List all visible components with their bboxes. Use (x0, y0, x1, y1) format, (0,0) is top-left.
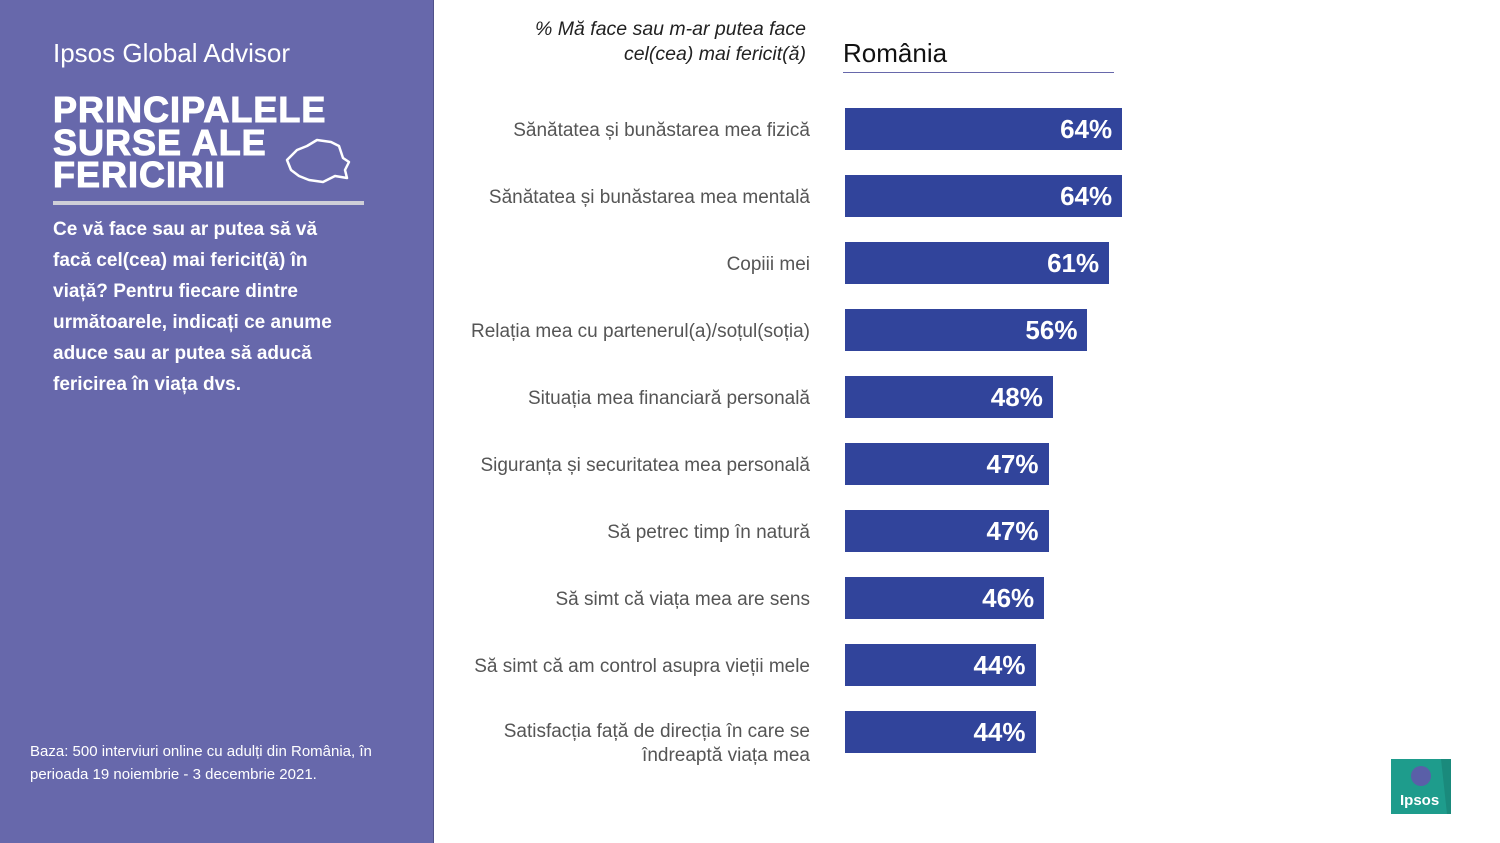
subtitle-rule (843, 72, 1114, 73)
sidebar (0, 0, 434, 843)
bar (845, 443, 1049, 485)
value-label: 46% (982, 583, 1035, 613)
question: Ce vă face sau ar putea să vă facă cel(c… (53, 219, 332, 395)
category-label: Să petrec timp în natură (607, 522, 810, 543)
title-line: SURSE ALE (53, 122, 267, 163)
value-label: 47% (986, 516, 1039, 546)
brand: Ipsos Global Advisor (53, 38, 291, 68)
footnote: Baza: 500 interviuri online cu adulți di… (30, 743, 372, 783)
bar (845, 577, 1045, 619)
value-label: 64% (1060, 181, 1113, 211)
category-label: Copiii mei (726, 254, 810, 275)
divider (53, 201, 364, 205)
title-line: FERICIRII (52, 154, 227, 195)
value-label: 44% (973, 650, 1026, 680)
category-label: Sănătatea și bunăstarea mea mentală (488, 187, 810, 208)
bar (845, 175, 1123, 217)
category-label: Să simt că viața mea are sens (555, 589, 811, 610)
value-label: 44% (973, 717, 1026, 747)
chart-title: % Mă face sau m-ar putea face cel(cea) m… (535, 18, 806, 65)
bar (845, 309, 1088, 351)
category-label: Siguranța și securitatea mea personală (480, 455, 810, 476)
title-line: PRINCIPALELE (52, 89, 327, 130)
bar (845, 711, 1036, 753)
category-label: Să simt că am control asupra vieții mele (474, 656, 810, 677)
bar (845, 242, 1110, 284)
bar (845, 108, 1123, 150)
bar (845, 510, 1049, 552)
value-label: 48% (990, 382, 1043, 412)
value-label: 56% (1025, 315, 1078, 345)
chart-subtitle: România (843, 38, 948, 68)
romania-icon (285, 138, 351, 184)
category-label: Relația mea cu partenerul(a)/soțul(soția… (471, 321, 810, 342)
bar (845, 644, 1036, 686)
logo: Ipsos (1391, 759, 1451, 814)
value-label: 61% (1047, 248, 1100, 278)
value-label: 47% (986, 449, 1039, 479)
category-label: Satisfacția față de direcția în care se … (503, 721, 810, 766)
logo-mark (1411, 759, 1451, 814)
category-label: Situația mea financiară personală (527, 388, 810, 409)
logo-text: Ipsos (1400, 792, 1440, 809)
category-label: Sănătatea și bunăstarea mea fizică (513, 120, 810, 141)
bar (845, 376, 1053, 418)
value-label: 64% (1060, 114, 1113, 144)
